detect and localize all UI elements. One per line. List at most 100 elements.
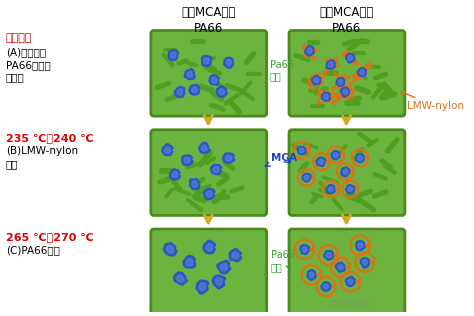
Polygon shape [363,260,367,265]
Polygon shape [302,247,308,252]
FancyBboxPatch shape [289,130,405,216]
Polygon shape [348,55,353,61]
Polygon shape [229,249,242,262]
Polygon shape [216,86,228,97]
Polygon shape [166,246,174,253]
Polygon shape [164,147,171,153]
Polygon shape [343,169,348,174]
Polygon shape [326,60,336,70]
Polygon shape [225,155,232,161]
Polygon shape [346,185,355,194]
Polygon shape [190,179,200,190]
Text: Pa66
熔体: Pa66 熔体 [264,250,294,275]
Polygon shape [220,264,228,271]
Polygon shape [184,157,190,163]
Polygon shape [300,245,310,255]
Text: MCA: MCA [265,153,297,166]
Polygon shape [171,52,176,58]
Polygon shape [201,55,212,67]
Polygon shape [183,255,196,268]
Polygon shape [219,88,225,95]
Text: Pa66
切片: Pa66 切片 [264,60,293,82]
Polygon shape [169,169,181,180]
Polygon shape [318,159,324,165]
Polygon shape [213,167,219,173]
Polygon shape [321,282,331,291]
Polygon shape [203,240,216,254]
Polygon shape [333,153,338,158]
Polygon shape [311,75,321,85]
Text: 环境温度: 环境温度 [6,33,32,43]
Polygon shape [314,77,319,82]
Polygon shape [305,46,314,56]
Polygon shape [164,243,177,256]
Polygon shape [356,241,365,251]
Polygon shape [209,75,219,85]
Polygon shape [182,155,193,166]
FancyBboxPatch shape [289,229,405,315]
Polygon shape [347,279,353,284]
Polygon shape [338,80,343,84]
Polygon shape [191,87,198,93]
Polygon shape [337,264,343,270]
Polygon shape [323,94,328,99]
Polygon shape [309,272,314,278]
Polygon shape [307,48,312,54]
Polygon shape [360,258,370,268]
Polygon shape [212,275,226,289]
Polygon shape [336,77,345,86]
Text: (B)LMW-nylon
熔体: (B)LMW-nylon 熔体 [6,146,78,169]
Polygon shape [199,283,206,291]
Polygon shape [203,188,215,200]
Text: 265 ℃～270 ℃: 265 ℃～270 ℃ [6,232,93,242]
Text: (A)阻燃剂和
PA66的固体
混合物: (A)阻燃剂和 PA66的固体 混合物 [6,47,51,83]
Polygon shape [360,70,365,75]
Polygon shape [304,175,309,180]
Polygon shape [203,58,210,64]
Polygon shape [357,155,363,161]
Polygon shape [345,276,355,287]
Polygon shape [226,60,231,66]
Polygon shape [307,270,316,280]
Text: 公众号・芝邦高分子: 公众号・芝邦高分子 [329,300,371,309]
Polygon shape [177,89,183,95]
Polygon shape [326,185,335,193]
Polygon shape [328,186,333,191]
Polygon shape [196,280,209,294]
Polygon shape [206,244,213,251]
Polygon shape [343,89,348,95]
Text: 235 ℃～240 ℃: 235 ℃～240 ℃ [6,133,93,143]
Polygon shape [176,275,184,282]
FancyBboxPatch shape [289,31,405,116]
Polygon shape [224,57,234,68]
Polygon shape [189,84,200,95]
Polygon shape [232,252,239,259]
Polygon shape [222,153,235,163]
Polygon shape [173,272,188,285]
Polygon shape [211,77,217,83]
Text: (C)PA66熔体: (C)PA66熔体 [6,246,60,256]
Polygon shape [302,173,311,182]
Polygon shape [186,258,193,265]
Polygon shape [168,50,179,61]
Polygon shape [328,62,334,67]
Polygon shape [323,251,334,260]
Polygon shape [331,150,340,160]
Polygon shape [356,154,364,163]
Text: 改良MCA阻燃
PA66: 改良MCA阻燃 PA66 [319,6,374,35]
Polygon shape [162,144,173,156]
Polygon shape [174,87,185,98]
Polygon shape [217,260,231,274]
Polygon shape [210,164,222,174]
Polygon shape [299,148,304,153]
Polygon shape [326,253,331,258]
Polygon shape [340,87,350,97]
FancyBboxPatch shape [151,130,267,216]
Text: LMW-nylon: LMW-nylon [401,91,464,112]
FancyBboxPatch shape [151,229,267,315]
Polygon shape [172,171,178,178]
Polygon shape [316,157,326,167]
Polygon shape [215,278,223,286]
Polygon shape [341,167,350,177]
Polygon shape [297,146,306,155]
